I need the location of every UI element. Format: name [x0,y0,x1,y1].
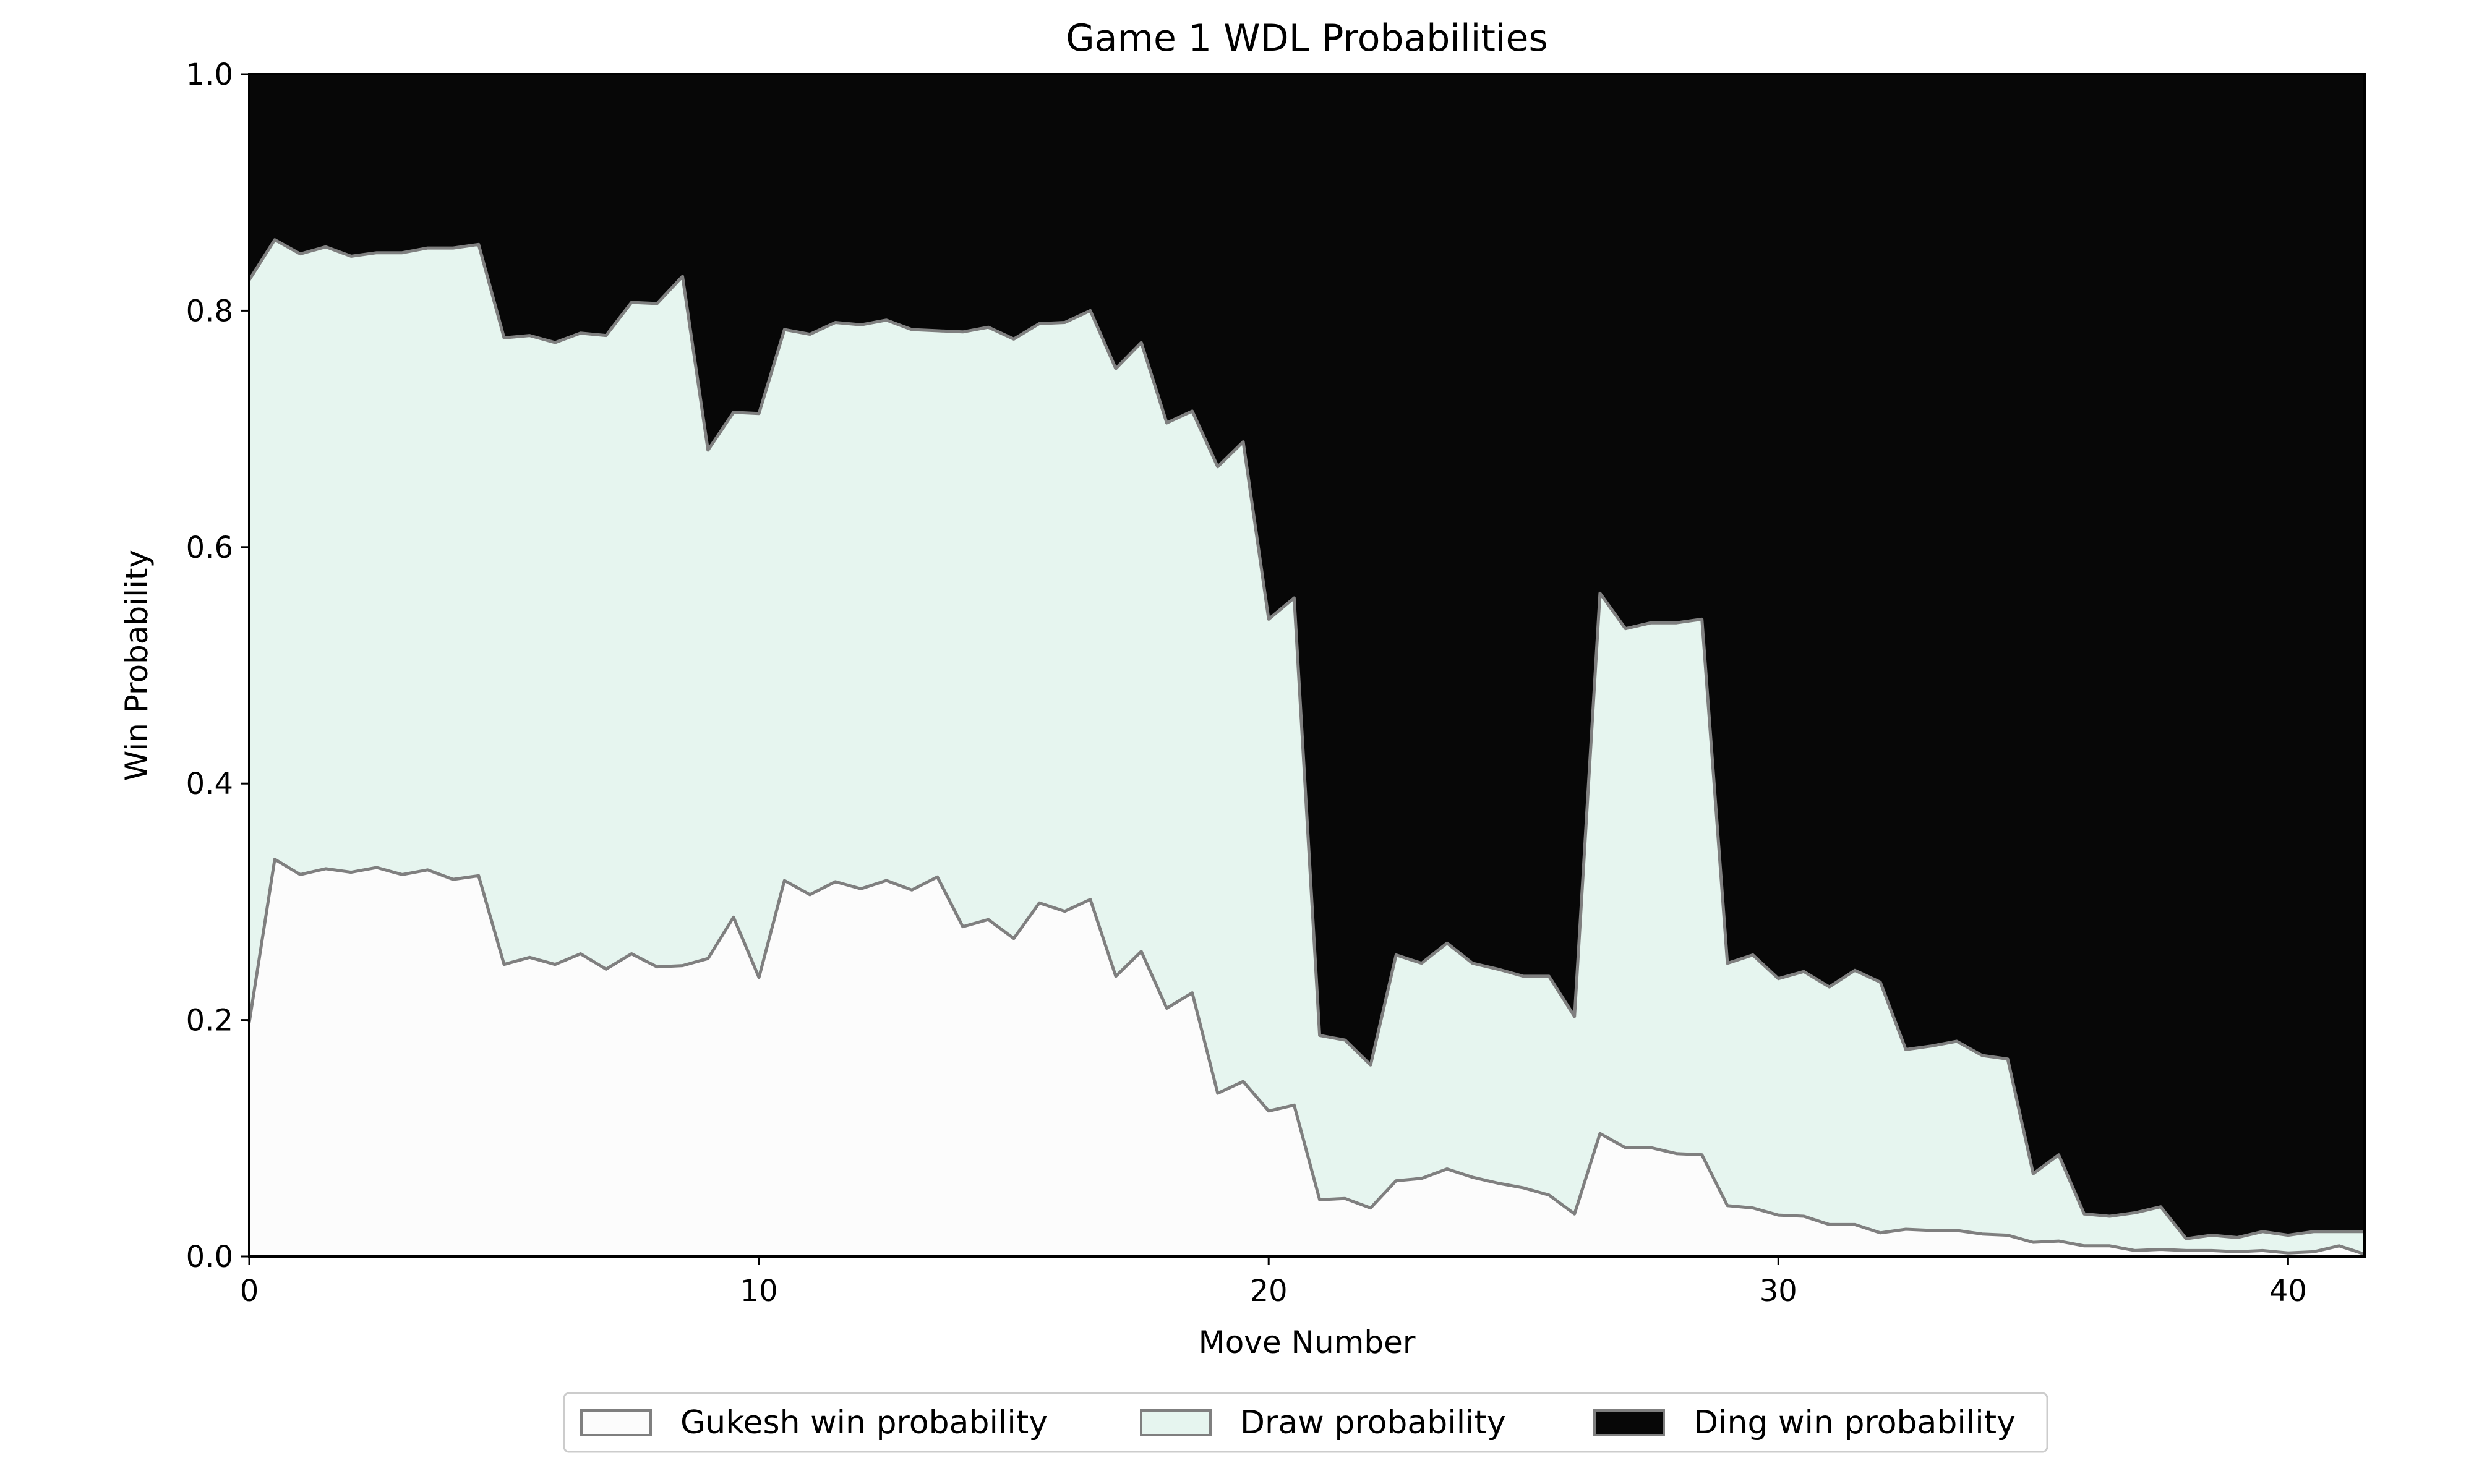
x-tick-label: 30 [1760,1274,1797,1308]
area-ding-win-probability [249,74,2365,1239]
legend-label: Draw probability [1240,1404,1506,1441]
boundary-line-2 [247,238,2365,1240]
boundary-line-1 [247,858,2365,1256]
y-tick-label: 0.2 [186,1004,233,1038]
y-tick-label: 0.0 [186,1240,233,1274]
legend-swatch [1593,1409,1665,1436]
legend-swatch [1140,1409,1212,1436]
y-tick-label: 0.4 [186,767,233,801]
x-axis-ticks: 0 10 20 30 40 [240,1256,2307,1308]
y-axis-ticks: 0.0 0.2 0.4 0.6 0.8 1.0 [186,58,249,1274]
y-tick-label: 0.8 [186,294,233,328]
y-tick-label: 0.6 [186,531,233,565]
x-tick-label: 0 [240,1274,259,1308]
plot-frame [248,73,2366,1258]
legend-label: Gukesh win probability [680,1404,1048,1441]
x-tick-label: 20 [1250,1274,1288,1308]
x-tick-label: 40 [2269,1274,2307,1308]
x-tick-label: 10 [740,1274,778,1308]
legend-label: Ding win probability [1693,1404,2016,1441]
chart-title: Game 1 WDL Probabilities [1066,17,1547,60]
area-gukesh-win-probability [249,859,2365,1256]
legend-box [563,1392,2048,1453]
area-draw-probability [249,239,2365,1255]
series-boundary-lines [247,238,2365,1256]
x-axis-label: Move Number [1199,1324,1416,1360]
legend-swatch [580,1409,652,1436]
legend: Gukesh win probability Draw probability Di… [563,1392,2048,1453]
y-tick-label: 1.0 [186,58,233,92]
stacked-areas [249,74,2365,1256]
y-axis-label: Win Probability [119,550,155,781]
